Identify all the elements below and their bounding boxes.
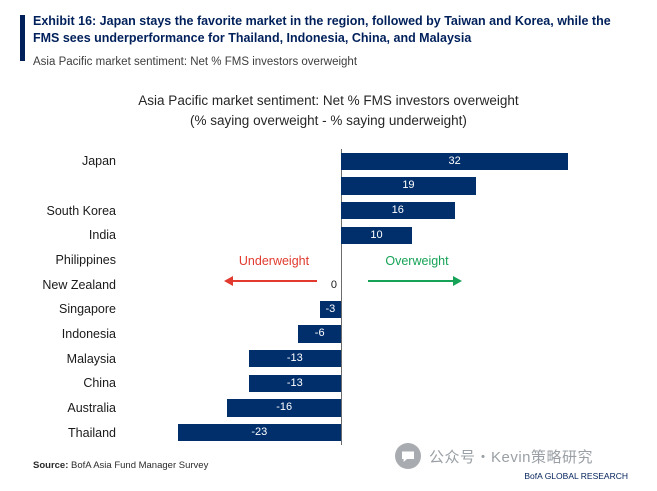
arrow-head [453, 276, 462, 286]
category-label: Australia [67, 401, 116, 416]
overweight-annotation-label: Overweight [385, 254, 449, 268]
bar: 19 [341, 177, 476, 195]
bar: 10 [341, 226, 412, 245]
bar-value-label: -13 [286, 351, 303, 364]
category-label: Indonesia [61, 327, 116, 342]
bar: 32 [341, 152, 569, 171]
bar: -23 [177, 423, 341, 442]
underweight-left-arrow-icon [224, 276, 317, 286]
underweight-annotation-label: Underweight [238, 254, 310, 268]
category-label: India [88, 228, 116, 243]
arrow-head [224, 276, 233, 286]
arrow-shaft [232, 280, 317, 282]
wechat-official-account-icon [395, 443, 421, 469]
category-label: China [83, 376, 116, 391]
bar: -13 [248, 374, 341, 393]
overweight-right-arrow-icon [368, 276, 462, 286]
category-label [0, 178, 116, 194]
bar-value-label: -16 [276, 401, 293, 414]
category-label: New Zealand [42, 277, 116, 292]
bar-value-label: 32 [448, 154, 461, 167]
source-text: BofA Asia Fund Manager Survey [68, 460, 209, 471]
category-label: Philippines [55, 253, 116, 267]
bar: -16 [227, 399, 341, 417]
bar: 16 [341, 201, 455, 220]
category-label: Malaysia [66, 351, 116, 366]
bar-value-label: 10 [370, 228, 383, 241]
category-label: Singapore [59, 302, 116, 317]
category-label: South Korea [46, 203, 117, 218]
bar: -3 [319, 300, 341, 319]
bar: -13 [248, 349, 341, 368]
bar-value-label: 16 [391, 203, 404, 216]
exhibit-title-line-2: FMS sees underperformance for Thailand, … [33, 31, 472, 45]
bar-value-label: -23 [251, 425, 268, 438]
chart-subtitle: (% saying overweight - % saying underwei… [190, 113, 467, 128]
bar-value-label: -3 [325, 302, 336, 315]
arrow-shaft [368, 280, 453, 282]
bar-value-label: -13 [286, 376, 303, 389]
bar-value-label: -6 [314, 327, 325, 340]
exhibit-subtitle: Asia Pacific market sentiment: Net % FMS… [33, 56, 358, 68]
exhibit-accent-bar [20, 15, 25, 61]
watermark-text: 公众号・Kevin策略研究 [429, 448, 594, 466]
chart-title: Asia Pacific market sentiment: Net % FMS… [138, 93, 519, 108]
source-label: Source: [33, 460, 69, 471]
category-label: Thailand [68, 425, 116, 440]
source-line: Source: BofA Asia Fund Manager Survey [33, 460, 208, 471]
brand-text: BofA GLOBAL RESEARCH [524, 471, 628, 481]
bar: -6 [298, 325, 341, 343]
exhibit-title: Exhibit 16: Japan stays the favorite mar… [33, 13, 639, 47]
exhibit-title-line-1: Exhibit 16: Japan stays the favorite mar… [33, 14, 611, 28]
zero-axis-line [341, 149, 342, 445]
zero-value-label: 0 [330, 278, 337, 291]
bar-value-label: 19 [402, 179, 415, 192]
watermark: 公众号・Kevin策略研究 [395, 443, 593, 469]
category-label: Japan [81, 154, 116, 169]
